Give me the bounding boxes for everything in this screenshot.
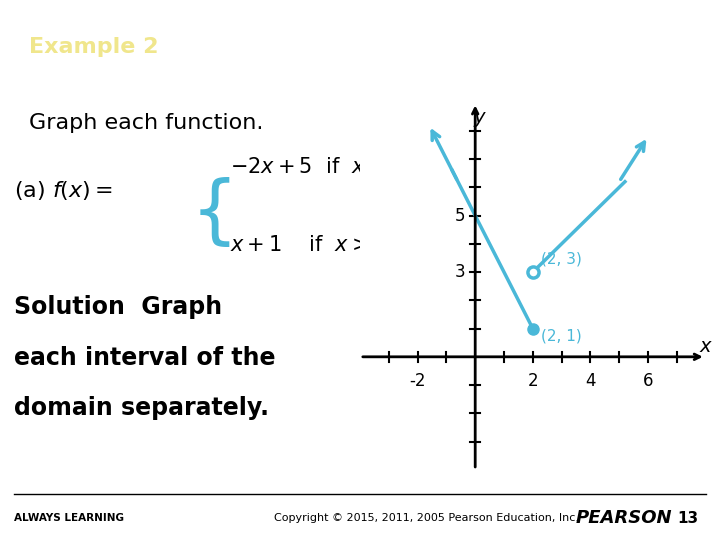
Text: Example 2: Example 2 <box>29 37 158 57</box>
Text: 3: 3 <box>454 263 465 281</box>
Text: $-2x + 5$  if  $x \leq 2$: $-2x + 5$ if $x \leq 2$ <box>230 157 403 177</box>
Text: 6: 6 <box>643 373 653 390</box>
Text: GRAPHING PIECEWISE-DEFINED
FUNCTIONS: GRAPHING PIECEWISE-DEFINED FUNCTIONS <box>197 21 639 72</box>
Text: $x + 1$    if  $x > 2$: $x + 1$ if $x > 2$ <box>230 235 386 255</box>
Text: 4: 4 <box>585 373 595 390</box>
Text: x: x <box>700 338 711 356</box>
Text: 5: 5 <box>454 207 465 225</box>
Text: Copyright © 2015, 2011, 2005 Pearson Education, Inc.: Copyright © 2015, 2011, 2005 Pearson Edu… <box>274 514 579 523</box>
Text: {: { <box>191 177 238 251</box>
Text: y: y <box>474 108 485 127</box>
Text: PEARSON: PEARSON <box>576 509 672 528</box>
Text: Graph each function.: Graph each function. <box>29 113 264 133</box>
Text: Solution  Graph: Solution Graph <box>14 295 222 319</box>
Text: (2, 1): (2, 1) <box>541 328 582 343</box>
Text: (a) $f(x) =$: (a) $f(x) =$ <box>14 179 114 202</box>
Text: ALWAYS LEARNING: ALWAYS LEARNING <box>14 514 125 523</box>
Text: each interval of the: each interval of the <box>14 346 276 370</box>
Text: (2, 3): (2, 3) <box>541 252 582 266</box>
Text: 2: 2 <box>528 373 538 390</box>
Text: -2: -2 <box>410 373 426 390</box>
Text: 13: 13 <box>678 511 698 526</box>
Text: domain separately.: domain separately. <box>14 396 269 420</box>
